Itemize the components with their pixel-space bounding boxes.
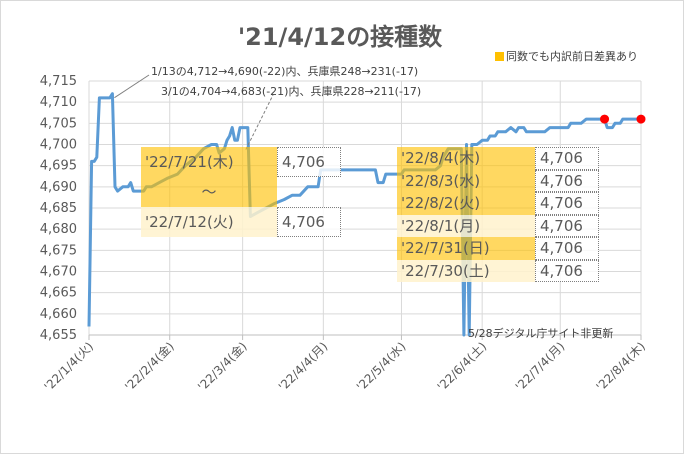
table-date-cell: '22/8/4(木)	[397, 147, 535, 170]
y-tick-label: 4,675	[40, 243, 77, 258]
table-date-cell: '22/7/31(日)	[397, 237, 535, 260]
x-tick-label: '22/2/4(金)	[121, 339, 176, 394]
y-tick-label: 4,710	[40, 95, 77, 110]
x-tick-label: '22/1/4(火)	[41, 339, 96, 394]
table-date-cell: '22/7/30(土)	[397, 259, 535, 282]
y-tick-label: 4,680	[40, 222, 77, 237]
table-value-cell: 4,706	[535, 192, 599, 215]
annotation-text: 1/13の4,712→4,690(-22)内、兵庫県248→231(-17)	[151, 64, 418, 78]
annotation-text: 3/1の4,704→4,683(-21)内、兵庫県228→211(-17)	[161, 84, 421, 98]
table-value-cell: 4,706	[277, 207, 341, 237]
x-tick-label: '22/6/4(土)	[435, 339, 490, 394]
table-date-cell: '22/8/2(火)	[397, 192, 535, 215]
y-tick-labels: 4,655 4,660 4,665 4,670 4,675 4,680 4,685 4,690…	[40, 74, 77, 343]
highlight-point	[636, 114, 646, 124]
y-tick-label: 4,685	[40, 201, 77, 216]
x-tick-label: '22/8/4(木)	[593, 339, 648, 394]
annotations: 1/13の4,712→4,690(-22)内、兵庫県248→231(-17) 3/…	[114, 64, 613, 340]
table-date-cell: ～	[141, 177, 277, 207]
annotation-text: 5/28デジタル庁サイト非更新	[468, 326, 613, 340]
chart-title: '21/4/12の接種数	[238, 23, 443, 51]
table-value-cell: 4,706	[535, 214, 599, 237]
table-date-cell: '22/8/1(月)	[397, 214, 535, 237]
highlight-point	[600, 114, 610, 124]
table-value-cell: 4,706	[535, 147, 599, 170]
table-date-cell: '22/7/21(木)	[141, 147, 277, 177]
y-tick-label: 4,695	[40, 159, 77, 174]
y-tick-label: 4,660	[40, 307, 77, 322]
x-tick-label: '22/4/4(月)	[276, 339, 331, 394]
table-value-cell: 4,706	[535, 169, 599, 192]
table-date-cell: '22/7/12(火)	[141, 207, 277, 237]
y-tick-label: 4,715	[40, 74, 77, 89]
table-date-cell: '22/8/3(水)	[397, 169, 535, 192]
x-tick-label: '22/5/4(水)	[354, 339, 409, 394]
table-value-cell: 4,706	[535, 259, 599, 282]
table-value-cell: 4,706	[535, 237, 599, 260]
table-value-cell	[277, 177, 341, 207]
legend-label: 同数でも内訳前日差異あり	[506, 49, 638, 63]
annotation-leader	[245, 94, 274, 150]
annotation-leader	[114, 74, 150, 99]
y-tick-label: 4,665	[40, 286, 77, 301]
x-tick-labels: '22/1/4(火) '22/2/4(金) '22/3/4(金) '22/4/4(月)…	[41, 335, 648, 394]
y-tick-label: 4,700	[40, 138, 77, 153]
x-tick-label: '22/7/4(月)	[513, 339, 568, 394]
table-value-cell: 4,706	[277, 147, 341, 177]
legend-swatch	[495, 52, 504, 61]
y-tick-label: 4,690	[40, 180, 77, 195]
y-tick-label: 4,705	[40, 116, 77, 131]
y-tick-label: 4,670	[40, 265, 77, 280]
y-tick-label: 4,655	[40, 328, 77, 343]
x-tick-label: '22/3/4(金)	[194, 339, 249, 394]
